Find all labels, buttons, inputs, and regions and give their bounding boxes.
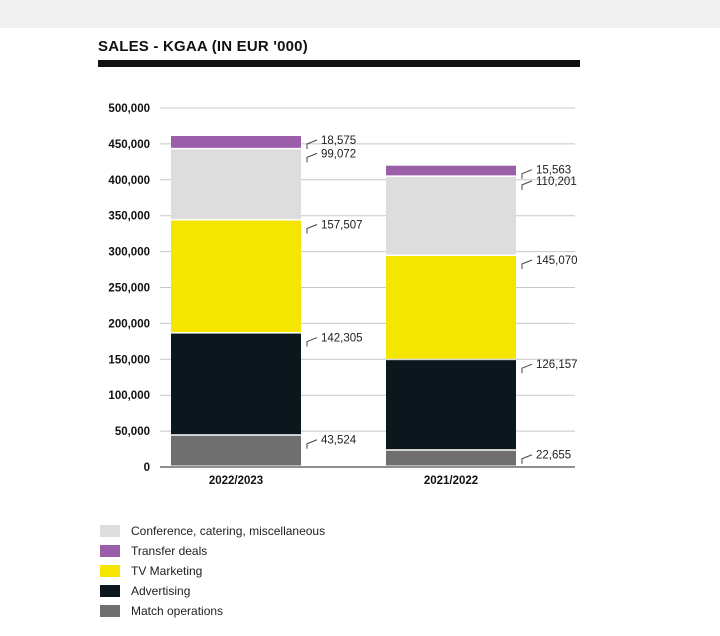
data-label: 126,157 xyxy=(536,359,578,371)
legend-label: Conference, catering, miscellaneous xyxy=(131,524,326,538)
legend-label: Transfer deals xyxy=(131,544,208,558)
legend-label: Advertising xyxy=(131,584,191,598)
bar-segment-conference-catering-miscellaneous xyxy=(171,149,301,219)
bar-segment-match-operations xyxy=(386,450,516,466)
x-category-label: 2021/2022 xyxy=(424,475,478,487)
y-tick-label: 50,000 xyxy=(115,426,150,438)
legend-item: Conference, catering, miscellaneous xyxy=(100,521,325,541)
y-tick-label: 200,000 xyxy=(108,318,150,330)
data-label: 99,072 xyxy=(321,148,356,160)
data-label-leaders xyxy=(306,139,533,464)
x-axis-categories: 2022/2023 2021/2022 xyxy=(209,475,478,487)
data-label-leader xyxy=(521,363,533,374)
y-tick-label: 500,000 xyxy=(108,103,150,115)
data-label-leader xyxy=(306,152,318,163)
data-label-leader xyxy=(306,224,318,234)
data-label: 110,201 xyxy=(536,176,577,188)
data-label-leader xyxy=(521,169,533,179)
data-label-leader xyxy=(521,180,533,190)
bar-segment-advertising xyxy=(171,333,301,435)
bar-segment-tv-marketing xyxy=(386,255,516,359)
y-axis-ticks: 0 50,000 100,000 150,000 200,000 250,000 300,0… xyxy=(108,103,150,474)
y-tick-label: 0 xyxy=(144,462,150,474)
data-label-leader xyxy=(306,439,318,449)
legend-item: TV Marketing xyxy=(100,561,325,581)
top-bar xyxy=(0,0,720,28)
data-label-leader xyxy=(521,454,533,464)
bar-segment-match-operations xyxy=(171,435,301,466)
bar-segment-transfer-deals xyxy=(171,136,301,148)
legend-item: Match operations xyxy=(100,601,325,621)
data-label: 18,575 xyxy=(321,135,356,147)
legend-swatch xyxy=(100,585,120,597)
data-label: 15,563 xyxy=(536,165,571,177)
data-label: 142,305 xyxy=(321,333,363,345)
bar-segment-advertising xyxy=(386,360,516,450)
bar-segment-conference-catering-miscellaneous xyxy=(386,176,516,255)
title-rule xyxy=(98,60,580,67)
x-category-label: 2022/2023 xyxy=(209,475,263,487)
y-tick-label: 150,000 xyxy=(108,354,150,366)
data-label: 145,070 xyxy=(536,255,578,267)
bars xyxy=(171,136,516,466)
data-label-leader xyxy=(306,139,318,150)
legend-swatch xyxy=(100,565,120,577)
y-tick-label: 350,000 xyxy=(108,211,150,223)
bar-segment-tv-marketing xyxy=(171,220,301,333)
data-label: 157,507 xyxy=(321,219,363,231)
bar-segment-transfer-deals xyxy=(386,165,516,176)
data-label-leader xyxy=(306,337,318,347)
legend-label: Match operations xyxy=(131,604,224,618)
legend-label: TV Marketing xyxy=(131,564,203,578)
y-tick-label: 250,000 xyxy=(108,283,150,295)
y-tick-label: 450,000 xyxy=(108,139,150,151)
legend-swatch xyxy=(100,525,120,537)
legend-swatch xyxy=(100,545,120,557)
chart-title: SALES - KGAA (IN EUR '000) xyxy=(98,38,308,55)
y-tick-label: 100,000 xyxy=(108,390,150,402)
y-tick-label: 400,000 xyxy=(108,175,150,187)
data-label-leader xyxy=(521,259,533,269)
legend: Conference, catering, miscellaneous Trans… xyxy=(100,521,325,621)
legend-item: Advertising xyxy=(100,581,325,601)
legend-swatch xyxy=(100,605,120,617)
y-tick-label: 300,000 xyxy=(108,247,150,259)
data-label: 22,655 xyxy=(536,450,571,462)
legend-item: Transfer deals xyxy=(100,541,325,561)
data-label: 43,524 xyxy=(321,435,357,447)
